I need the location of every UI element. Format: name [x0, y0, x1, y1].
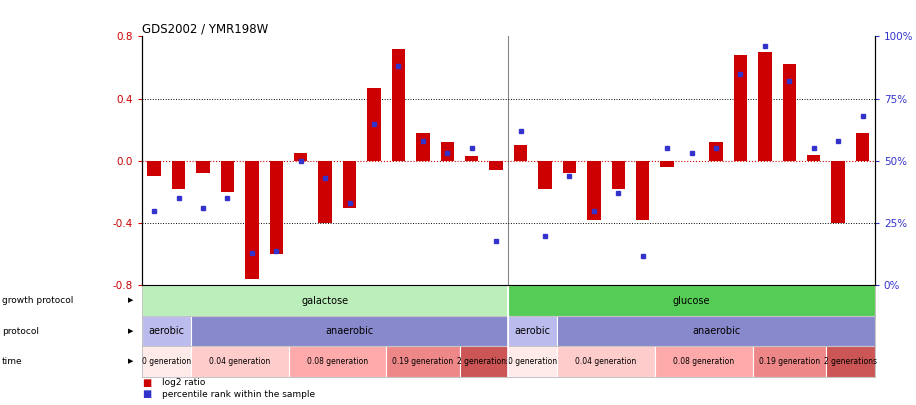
Text: glucose: glucose	[673, 296, 710, 306]
Text: 0.19 generation: 0.19 generation	[392, 357, 453, 366]
Text: 0.08 generation: 0.08 generation	[673, 357, 735, 366]
Text: 0.08 generation: 0.08 generation	[307, 357, 368, 366]
Bar	[587, 161, 601, 220]
Bar	[465, 156, 478, 161]
Text: 0 generation: 0 generation	[508, 357, 557, 366]
Text: growth protocol: growth protocol	[2, 296, 73, 305]
Bar	[269, 161, 283, 254]
Text: log2 ratio: log2 ratio	[162, 378, 205, 387]
Bar	[294, 153, 308, 161]
Bar	[514, 145, 528, 161]
Bar	[557, 316, 875, 346]
Text: ▶: ▶	[128, 358, 134, 364]
Text: time: time	[2, 357, 23, 366]
Bar	[343, 161, 356, 208]
Bar	[142, 346, 191, 377]
Bar	[142, 286, 508, 316]
Text: ▶: ▶	[128, 328, 134, 334]
Text: protocol: protocol	[2, 326, 38, 335]
Bar	[508, 286, 875, 316]
Bar	[539, 161, 551, 189]
Bar	[196, 161, 210, 173]
Text: ■: ■	[142, 378, 151, 388]
Bar	[655, 346, 753, 377]
Bar	[142, 316, 191, 346]
Bar	[508, 316, 557, 346]
Text: anaerobic: anaerobic	[692, 326, 740, 336]
Bar	[289, 346, 387, 377]
Bar	[508, 346, 557, 377]
Text: aerobic: aerobic	[148, 326, 184, 336]
Bar	[826, 346, 875, 377]
Bar	[562, 161, 576, 173]
Bar	[367, 88, 381, 161]
Bar	[709, 142, 723, 161]
Text: 0.04 generation: 0.04 generation	[209, 357, 270, 366]
Bar	[221, 161, 234, 192]
Bar	[832, 161, 845, 223]
Text: aerobic: aerobic	[515, 326, 551, 336]
Text: anaerobic: anaerobic	[325, 326, 374, 336]
Text: GDS2002 / YMR198W: GDS2002 / YMR198W	[142, 22, 268, 35]
Bar	[856, 133, 869, 161]
Text: 0.04 generation: 0.04 generation	[575, 357, 637, 366]
Bar	[807, 155, 821, 161]
Bar	[734, 55, 747, 161]
Bar	[392, 49, 405, 161]
Bar	[758, 52, 771, 161]
Bar	[416, 133, 430, 161]
Text: ▶: ▶	[128, 298, 134, 304]
Bar	[172, 161, 185, 189]
Bar	[782, 64, 796, 161]
Text: 2 generations: 2 generations	[457, 357, 510, 366]
Text: 2 generations: 2 generations	[823, 357, 877, 366]
Bar	[245, 161, 258, 279]
Bar	[557, 346, 655, 377]
Bar	[319, 161, 332, 223]
Text: galactose: galactose	[301, 296, 349, 306]
Bar	[460, 346, 508, 377]
Text: ■: ■	[142, 389, 151, 399]
Bar	[441, 142, 454, 161]
Bar	[147, 161, 161, 177]
Text: 0.19 generation: 0.19 generation	[758, 357, 820, 366]
Bar	[387, 346, 460, 377]
Bar	[489, 161, 503, 170]
Bar	[636, 161, 649, 220]
Bar	[191, 316, 508, 346]
Bar	[660, 161, 674, 167]
Bar	[753, 346, 826, 377]
Bar	[612, 161, 625, 189]
Text: 0 generation: 0 generation	[142, 357, 191, 366]
Text: percentile rank within the sample: percentile rank within the sample	[162, 390, 315, 399]
Bar	[191, 346, 289, 377]
